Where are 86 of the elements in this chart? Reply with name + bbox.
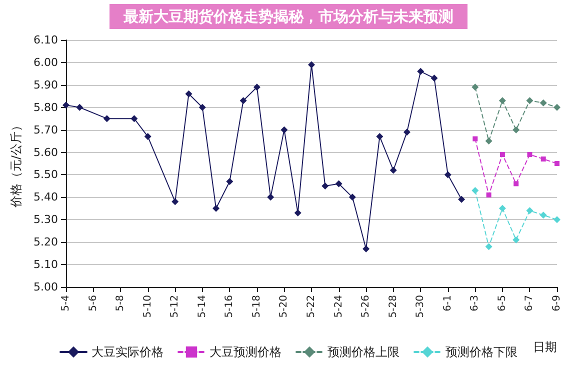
x-tick-label: 5-8: [115, 295, 126, 312]
y-tick-label: 5.00: [34, 280, 58, 294]
point: [308, 61, 315, 68]
x-tick-label: 5-24: [333, 295, 344, 318]
point: [185, 90, 192, 98]
point: [472, 84, 479, 91]
point: [390, 166, 397, 174]
point: [403, 128, 410, 136]
x-tick-label: 6-5: [496, 295, 508, 312]
point: [226, 178, 234, 185]
legend-label: 预测价格下限: [446, 345, 518, 359]
x-tick-label: 6-3: [470, 295, 481, 312]
point: [348, 194, 356, 201]
point: [498, 97, 506, 104]
point: [253, 84, 260, 91]
y-tick-label: 5.90: [34, 78, 58, 92]
point: [198, 104, 206, 111]
point: [130, 115, 138, 122]
point: [485, 243, 492, 250]
y-axis-title: 价格（元/公斤）: [9, 119, 23, 209]
y-tick-label: 6.10: [34, 34, 58, 46]
point: [417, 68, 424, 75]
point: [444, 171, 452, 178]
x-tick-label: 5-4: [60, 295, 72, 312]
point: [486, 192, 492, 198]
y-tick-label: 5.40: [34, 190, 58, 204]
x-tick-label: 5-20: [278, 295, 290, 318]
x-axis-title: 日期: [533, 340, 557, 354]
point: [240, 97, 247, 104]
y-tick-label: 5.80: [34, 100, 58, 114]
point: [526, 207, 534, 214]
point: [458, 196, 466, 203]
point: [103, 115, 110, 122]
y-tick-label: 5.30: [34, 213, 58, 226]
point: [554, 216, 560, 224]
y-tick-label: 5.10: [34, 258, 58, 272]
point: [540, 156, 546, 162]
x-tick-label: 5-30: [415, 295, 426, 318]
chart-title: 最新大豆期货价格走势揭秘，市场分析与未来预测: [122, 8, 454, 26]
x-tick-label: 5-12: [170, 295, 181, 318]
point: [172, 198, 179, 206]
point: [512, 126, 520, 134]
legend-label: 大豆实际价格: [92, 345, 164, 359]
x-tick-label: 5-22: [306, 295, 317, 318]
point: [76, 104, 84, 111]
point: [512, 236, 520, 244]
y-tick-label: 5.60: [34, 146, 58, 159]
point: [472, 186, 479, 194]
point: [500, 152, 505, 158]
point: [294, 209, 302, 216]
x-tick-label: 6-7: [524, 295, 536, 312]
point: [526, 97, 534, 104]
point: [514, 181, 519, 186]
point: [554, 104, 560, 111]
point: [540, 212, 547, 219]
point: [212, 204, 220, 212]
point: [472, 136, 478, 142]
point: [376, 133, 384, 140]
x-tick-label: 5-10: [142, 295, 154, 318]
x-tick-label: 6-1: [442, 295, 454, 312]
point: [498, 204, 506, 212]
point: [144, 133, 152, 140]
x-tick-label: 5-6: [88, 295, 99, 312]
x-tick-label: 5-26: [360, 295, 372, 318]
point: [485, 138, 492, 145]
y-tick-label: 5.50: [34, 168, 58, 182]
y-tick-label: 6.00: [34, 56, 58, 69]
point: [267, 194, 274, 201]
x-tick-label: 5-16: [224, 295, 236, 318]
point: [554, 161, 560, 166]
point: [430, 74, 438, 82]
legend-label: 预测价格上限: [328, 345, 400, 359]
point: [280, 126, 288, 134]
point: [322, 182, 329, 190]
point: [527, 152, 532, 158]
point: [62, 102, 70, 109]
y-tick-label: 5.20: [34, 236, 58, 249]
y-tick-label: 5.70: [34, 123, 58, 136]
x-tick-label: 5-14: [196, 295, 208, 318]
legend-label: 大豆预测价格: [210, 345, 282, 359]
x-tick-label: 6-9: [552, 295, 562, 312]
point: [335, 180, 342, 188]
point: [540, 99, 547, 106]
x-tick-label: 5-18: [251, 295, 262, 318]
x-tick-label: 5-28: [388, 295, 399, 318]
point: [362, 245, 370, 252]
